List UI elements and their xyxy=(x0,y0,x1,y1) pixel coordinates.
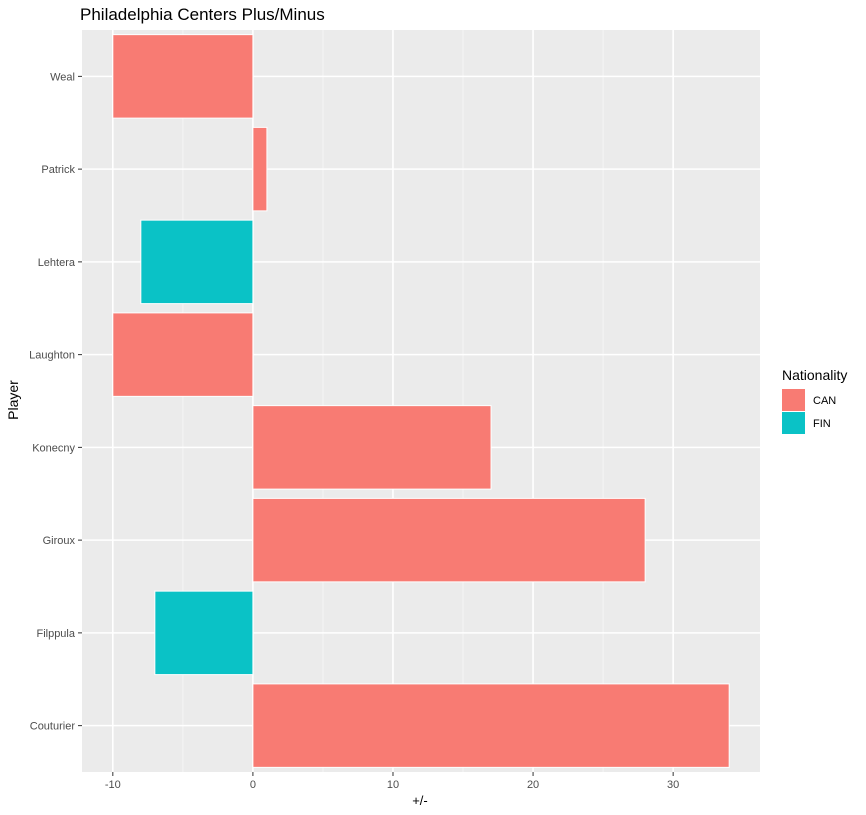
legend: Nationality CAN FIN xyxy=(782,367,847,434)
y-tick-label: Weal xyxy=(50,71,75,83)
bar-filppula xyxy=(154,590,254,676)
y-tick-label: Konecny xyxy=(32,442,75,454)
y-tick-label: Giroux xyxy=(43,535,76,547)
legend-items: CAN FIN xyxy=(782,389,836,434)
bar-lehtera xyxy=(140,219,254,305)
bar-weal xyxy=(112,34,254,119)
y-tick-label: Filppula xyxy=(36,628,75,640)
bar-giroux xyxy=(252,497,646,583)
y-axis-label: Player xyxy=(5,380,21,420)
y-tick-label: Patrick xyxy=(41,164,75,176)
legend-label-can: CAN xyxy=(813,395,836,407)
legend-label-fin: FIN xyxy=(813,418,831,430)
y-axis: Couturier Filppula Giroux Konecny Laughton Le… xyxy=(29,71,82,733)
bar-couturier xyxy=(252,683,730,768)
x-tick-label: 30 xyxy=(667,779,679,791)
legend-key-can xyxy=(782,389,805,411)
y-tick-label: Couturier xyxy=(30,721,76,733)
chart-title: Philadelphia Centers Plus/Minus xyxy=(80,5,325,24)
bar-konecny xyxy=(252,405,492,490)
x-tick-label: 10 xyxy=(387,779,399,791)
x-axis: -10 0 10 20 30 xyxy=(105,772,679,791)
legend-key-fin xyxy=(782,412,805,434)
bar-patrick xyxy=(252,126,268,212)
bars xyxy=(112,34,730,768)
y-tick-label: Lehtera xyxy=(38,257,76,269)
y-tick-label: Laughton xyxy=(29,350,75,362)
x-tick-label: 0 xyxy=(250,779,256,791)
x-axis-label: +/- xyxy=(412,793,428,808)
x-tick-label: 20 xyxy=(527,779,539,791)
legend-title: Nationality xyxy=(782,367,847,383)
x-tick-label: -10 xyxy=(105,779,121,791)
bar-laughton xyxy=(112,312,254,397)
